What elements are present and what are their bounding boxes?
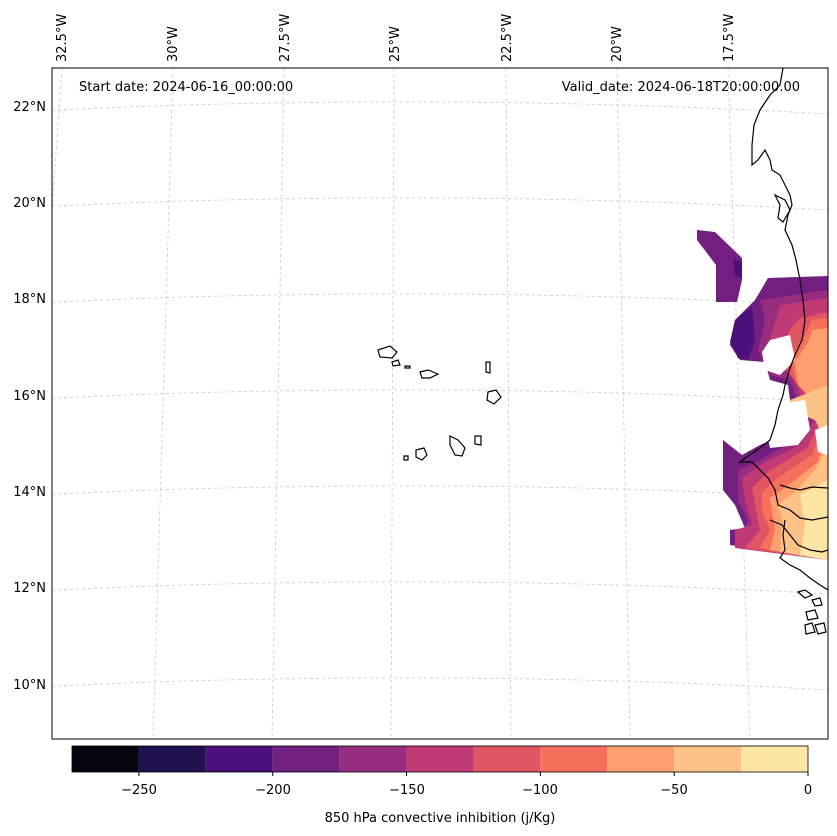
lon-label-25w: 25°W — [388, 26, 403, 62]
island-sao-vicente — [391, 359, 401, 367]
west-africa-coast — [738, 68, 828, 521]
colorbar-segment — [473, 746, 541, 772]
graticule — [52, 68, 828, 739]
map-frame — [51, 67, 829, 740]
island-brava — [403, 455, 409, 461]
island-santo-antao — [377, 345, 398, 359]
longitude-labels: 32.5°W 30°W 27.5°W 25°W 22.5°W 20°W 17.5… — [55, 14, 737, 62]
lon-label-32.5w: 32.5°W — [55, 14, 70, 62]
start-date-label: Start date: 2024-06-16_00:00:00 — [79, 80, 293, 95]
map-area — [52, 68, 828, 739]
island-sal — [485, 361, 491, 374]
lon-label-20w: 20°W — [610, 26, 625, 62]
lat-label-18n: 18°N — [13, 292, 46, 307]
colorbar-segment — [607, 746, 675, 772]
lat-label-12n: 12°N — [13, 581, 46, 596]
lat-label-16n: 16°N — [13, 389, 46, 404]
dakar-peninsula — [773, 193, 791, 223]
colorbar-segment — [741, 746, 808, 772]
colorbar-segment — [339, 746, 407, 772]
valid-date-label: Valid_date: 2024-06-18T20:00:00.00 — [562, 80, 800, 95]
contour-gap-1 — [762, 335, 795, 375]
colorbar-ticks: −250 −200 −150 −100 −50 0 — [121, 772, 812, 798]
latitude-labels: 22°N 20°N 18°N 16°N 14°N 12°N 10°N — [13, 100, 46, 693]
colorbar-tick-label: −100 — [522, 783, 558, 798]
gambia-coast — [779, 484, 828, 491]
colorbar-segment — [406, 746, 474, 772]
colorbar-tick-label: −200 — [255, 783, 291, 798]
colorbar-segment — [138, 746, 206, 772]
island-fogo — [415, 447, 428, 461]
island-santa-luzia — [404, 365, 411, 369]
guinea-coast — [779, 519, 828, 591]
colorbar-frame — [71, 745, 809, 773]
colorbar-title: 850 hPa convective inhibition (j/Kg) — [325, 811, 556, 826]
colorbar-tick-label: −250 — [121, 783, 157, 798]
island-boa-vista — [486, 389, 502, 405]
bijagos-islands — [796, 589, 827, 635]
island-sao-nicolau — [419, 369, 440, 379]
colorbar-segment — [674, 746, 742, 772]
lon-label-22.5w: 22.5°W — [500, 14, 515, 62]
colorbar — [72, 746, 808, 772]
lat-label-14n: 14°N — [13, 485, 46, 500]
island-santiago — [449, 435, 466, 457]
inland-border — [769, 519, 828, 553]
colorbar-segment — [205, 746, 273, 772]
contour-gap-3 — [815, 425, 828, 455]
contour-north-cluster-inner — [733, 258, 742, 278]
colorbar-segment — [272, 746, 340, 772]
lon-label-17.5w: 17.5°W — [722, 14, 737, 62]
colorbar-tick-label: −50 — [660, 783, 687, 798]
colorbar-segment — [540, 746, 608, 772]
coastlines — [377, 68, 828, 635]
lon-label-30w: 30°W — [166, 26, 181, 62]
contour-main-deep — [730, 306, 755, 360]
lon-label-27.5w: 27.5°W — [278, 14, 293, 62]
colorbar-tick-label: 0 — [804, 783, 812, 798]
colorbar-segment — [72, 746, 139, 772]
colorbar-tick-label: −150 — [389, 783, 425, 798]
lat-label-20n: 20°N — [13, 196, 46, 211]
contour-gap-2 — [765, 400, 810, 448]
lat-label-10n: 10°N — [13, 678, 46, 693]
island-maio — [474, 435, 482, 446]
contour-north-cluster — [697, 230, 742, 302]
lat-label-22n: 22°N — [13, 100, 46, 115]
